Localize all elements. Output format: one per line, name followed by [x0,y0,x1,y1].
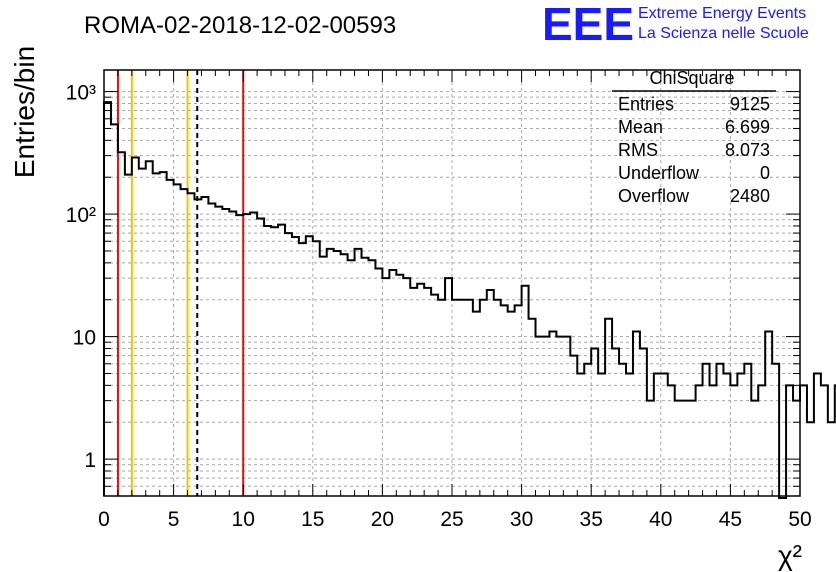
y-axis-ticks: 1 10 10² 10³ [66,82,800,487]
stats-row-value: 9125 [730,94,770,114]
stats-box-title: ChiSquare [649,68,734,88]
x-axis-ticks: 0 5 10 15 20 25 30 35 40 45 50 [98,70,812,531]
stats-row-label: Overflow [618,186,690,206]
x-axis-label: χ² [778,540,802,571]
stats-row-label: Underflow [618,163,700,183]
grid-lines [104,70,800,496]
x-tick-label: 50 [788,508,811,531]
x-tick-label: 0 [98,508,110,531]
run-title: ROMA-02-2018-12-02-00593 [84,12,396,39]
eee-logo-text: EEE [542,0,634,50]
stats-rows: Entries 9125 Mean 6.699 RMS 8.073 Underflow 0 Ov… [618,94,770,206]
stats-row-value: 0 [760,163,770,183]
stats-row-label: Entries [618,94,674,114]
y-tick-label: 10 [73,327,96,350]
stats-row-value: 8.073 [725,140,770,160]
x-tick-label: 10 [232,508,255,531]
y-tick-label: 10² [66,204,96,227]
x-tick-label: 35 [580,508,603,531]
x-tick-label: 5 [168,508,180,531]
stats-row-label: RMS [618,140,658,160]
x-tick-label: 40 [649,508,672,531]
x-tick-label: 30 [510,508,533,531]
x-tick-label: 15 [301,508,324,531]
stats-row-label: Mean [618,117,663,137]
y-axis-label: Entries/bin [9,46,40,178]
eee-logo-line1: Extreme Energy Events [638,5,806,22]
y-tick-label: 1 [84,449,96,472]
x-tick-label: 45 [719,508,742,531]
eee-logo: EEE Extreme Energy Events La Scienza nel… [542,0,809,50]
eee-logo-line2: La Scienza nelle Scuole [638,25,809,42]
stats-box: ChiSquare Entries 9125 Mean 6.699 RMS 8.073 Un… [612,68,776,206]
stats-row-value: 6.699 [725,117,770,137]
histogram-step-line [103,101,836,499]
x-tick-label: 25 [440,508,463,531]
x-tick-label: 20 [371,508,394,531]
reference-lines [116,70,245,496]
stats-row-value: 2480 [730,186,770,206]
y-tick-label: 10³ [66,82,96,105]
